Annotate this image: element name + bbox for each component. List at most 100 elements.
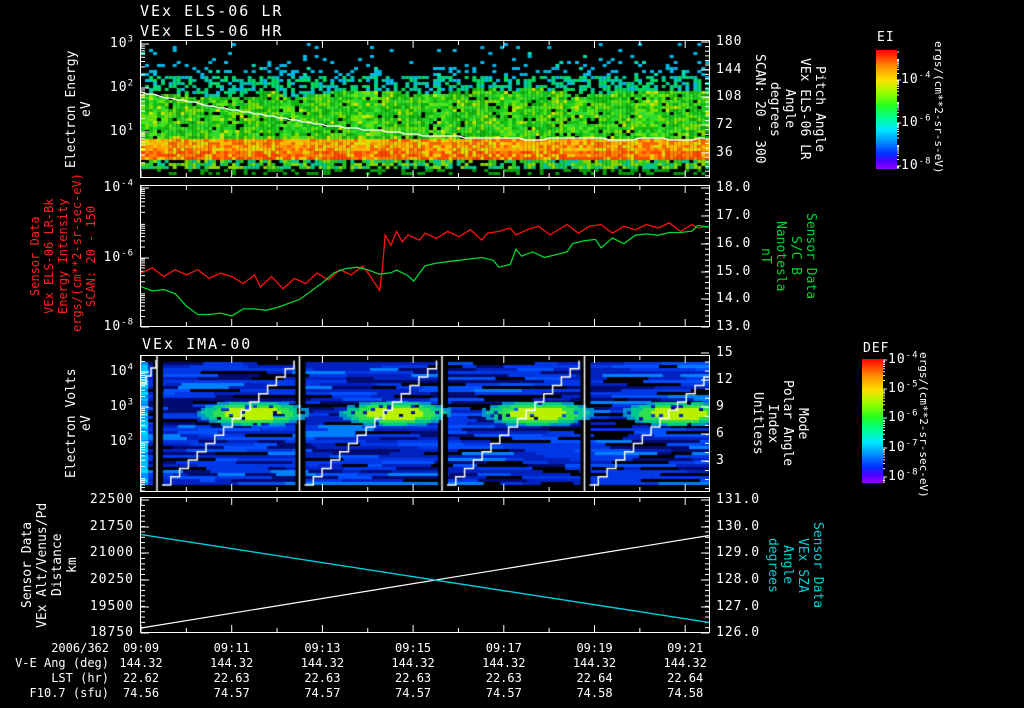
axis-tick-label: 127.0 [716, 599, 761, 614]
axis-tick-label: 180 [716, 34, 743, 49]
axis-tick-label: 22500 [89, 492, 134, 507]
axis-tick-label: 10-8 [103, 317, 134, 334]
row-value: 74.58 [667, 686, 704, 700]
row-value: 22.63 [213, 671, 250, 685]
panel4-alt-sza-lines [140, 497, 710, 633]
row-value: 144.32 [391, 656, 435, 670]
axis-tick-label: 144 [716, 62, 743, 77]
axis-tick-label: 131.0 [716, 492, 761, 507]
axis-tick-label: 10-4 [901, 70, 932, 87]
axis-tick-label: 103 [109, 34, 134, 51]
axis-tick-label: 102 [109, 78, 134, 95]
colorbar-ei [876, 50, 897, 169]
row-value: 144.32 [210, 656, 254, 670]
axis-tick-label: 6 [716, 426, 725, 441]
axis-tick-label: 10-4 [888, 350, 919, 367]
els-spectrogram-canvas [141, 41, 709, 177]
axis-tick-label: 101 [109, 122, 134, 139]
time-label: 09:11 [213, 641, 250, 655]
axis-tick-label: 20250 [89, 572, 134, 587]
panel4-left-axis-label: Sensor Data VEx Alt/Venus/Pd Distance km [20, 502, 80, 628]
panel1-right-axis-label: Pitch Angle VEx ELS-06 LR Angle degrees … [752, 54, 827, 164]
colorbar-def-units: ergs/(cm**2-sr-sec-eV) [917, 352, 930, 498]
axis-tick-label: 72 [716, 117, 734, 132]
row-value: 74.57 [485, 686, 522, 700]
row-value: 74.56 [122, 686, 160, 700]
row-value: 74.57 [213, 686, 250, 700]
time-label: 09:19 [576, 641, 613, 655]
axis-tick-label: 16.0 [716, 236, 752, 251]
row-value: 144.32 [482, 656, 526, 670]
time-label: 09:15 [395, 641, 432, 655]
axis-tick-label: 130.0 [716, 519, 761, 534]
axis-tick-label: 129.0 [716, 545, 761, 560]
ima-spectrogram-canvas [141, 356, 709, 491]
axis-tick-label: 10-6 [901, 113, 932, 130]
row-value: 144.32 [119, 656, 163, 670]
row-value: 144.32 [663, 656, 707, 670]
row-value: 74.57 [304, 686, 341, 700]
axis-tick-label: 10-6 [888, 408, 919, 425]
axis-tick-label: 104 [109, 362, 134, 379]
axis-tick-label: 108 [716, 89, 743, 104]
time-label: 09:13 [304, 641, 341, 655]
axis-tick-label: 14.0 [716, 291, 752, 306]
axis-tick-label: 19500 [89, 599, 134, 614]
panel2-right-axis-label: Sensor Data S/C B Nanotesla nT [758, 212, 818, 300]
time-label: 09:09 [122, 641, 160, 655]
row-value: 22.64 [667, 671, 704, 685]
time-label: 09:21 [667, 641, 704, 655]
colorbar-def-gradient [862, 359, 883, 483]
axis-tick-label: 9 [716, 399, 725, 414]
axis-tick-label: 18.0 [716, 180, 752, 195]
colorbar-ei-units: ergs/(cm**2-sr-s-eV) [932, 41, 945, 174]
row-value: 22.64 [576, 671, 613, 685]
colorbar-ei-title: EI [877, 30, 895, 45]
axis-tick-label: 128.0 [716, 572, 761, 587]
row-label-f107: F10.7 (sfu) [29, 686, 109, 700]
axis-tick-label: 13.0 [716, 319, 752, 334]
axis-tick-label: 36 [716, 145, 734, 160]
row-value: 144.32 [300, 656, 345, 670]
panel1-left-axis-label: Electron Energy eV [64, 50, 94, 168]
axis-tick-label: 10-8 [888, 467, 919, 484]
axis-tick-label: 10-6 [103, 248, 134, 265]
axis-tick-label: 21750 [89, 519, 134, 534]
row-value: 144.32 [572, 656, 617, 670]
panel1-title-line1: VEx ELS-06 LR [140, 2, 284, 20]
axis-tick-label: 10-8 [901, 156, 932, 173]
panel3-ima-spectrogram [140, 355, 710, 492]
row-value: 22.63 [485, 671, 522, 685]
axis-tick-label: 15.0 [716, 264, 752, 279]
axis-tick-label: 12 [716, 372, 734, 387]
axis-tick-label: 102 [109, 432, 134, 449]
row-label-lst: LST (hr) [51, 671, 109, 685]
colorbar-def-title: DEF [863, 341, 890, 356]
panel3-right-axis-label: Mode Polar Angle Index Unitless [750, 380, 810, 467]
axis-tick-label: 126.0 [716, 625, 761, 640]
row-value: 22.62 [122, 671, 160, 685]
panel1-els-spectrogram [140, 40, 710, 178]
row-value: 74.57 [395, 686, 432, 700]
panel4-right-axis-label: Sensor Data VEx SZA Angle degrees [765, 521, 825, 609]
time-label: 09:17 [485, 641, 522, 655]
axis-tick-label: 18750 [89, 625, 134, 640]
row-value: 22.63 [304, 671, 341, 685]
axis-tick-label: 3 [716, 453, 725, 468]
axis-tick-label: 10-4 [103, 178, 134, 195]
axis-tick-label: 10-5 [888, 379, 919, 396]
axis-tick-label: 103 [109, 397, 134, 414]
axis-tick-label: 17.0 [716, 208, 752, 223]
date-label: 2006/362 [51, 641, 109, 655]
panel1-title-line2: VEx ELS-06 HR [140, 22, 284, 40]
row-value: 74.58 [576, 686, 613, 700]
row-label-ve-ang: V-E Ang (deg) [15, 656, 109, 670]
axis-tick-label: 15 [716, 345, 734, 360]
row-value: 22.63 [395, 671, 432, 685]
colorbar-def [862, 359, 883, 483]
panel3-title: VEx IMA-00 [142, 335, 253, 353]
panel2-bfield-lines [140, 185, 710, 327]
axis-tick-label: 21000 [89, 545, 134, 560]
axis-tick-label: 10-7 [888, 438, 919, 455]
